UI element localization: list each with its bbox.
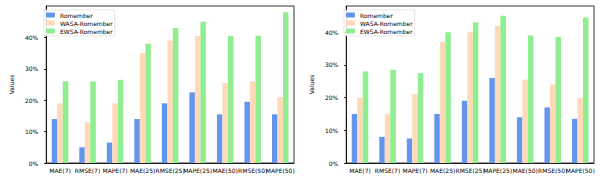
svg-text:20%: 20% — [325, 94, 339, 101]
svg-text:RMSE(25): RMSE(25) — [155, 167, 184, 174]
svg-text:30%: 30% — [25, 65, 39, 72]
svg-text:MAE(7): MAE(7) — [49, 167, 71, 174]
svg-text:40%: 40% — [325, 29, 339, 36]
svg-text:MAPE(25): MAPE(25) — [183, 167, 212, 174]
svg-text:MAE(25): MAE(25) — [430, 167, 455, 174]
svg-text:10%: 10% — [25, 128, 39, 135]
svg-text:RMSE(7): RMSE(7) — [375, 167, 400, 174]
svg-text:10%: 10% — [325, 127, 339, 134]
svg-text:MAE(25): MAE(25) — [130, 167, 155, 174]
svg-text:RMSE(25): RMSE(25) — [455, 167, 484, 174]
svg-text:0%: 0% — [329, 160, 339, 167]
svg-text:EWSA-Romember: EWSA-Romember — [60, 28, 113, 35]
svg-text:RMSE(7): RMSE(7) — [75, 167, 100, 174]
svg-text:MAPE(25): MAPE(25) — [483, 167, 512, 174]
svg-text:Values: Values — [308, 75, 315, 95]
svg-text:Values: Values — [8, 75, 15, 95]
svg-text:MAPE(7): MAPE(7) — [102, 167, 127, 174]
svg-text:MAE(7): MAE(7) — [349, 167, 371, 174]
svg-text:40%: 40% — [25, 34, 39, 41]
svg-text:20%: 20% — [25, 97, 39, 104]
svg-text:RMSE(50): RMSE(50) — [538, 167, 567, 174]
svg-text:EWSA-Romember: EWSA-Romember — [360, 28, 413, 35]
svg-text:MAE(50): MAE(50) — [512, 167, 537, 174]
svg-text:30%: 30% — [325, 61, 339, 68]
svg-text:MAPE(50): MAPE(50) — [566, 167, 595, 174]
svg-text:MAE(50): MAE(50) — [212, 167, 237, 174]
svg-text:0%: 0% — [29, 160, 39, 167]
svg-text:WASA-Romember: WASA-Romember — [360, 20, 413, 27]
svg-text:MAPE(7): MAPE(7) — [402, 167, 427, 174]
svg-text:Romember: Romember — [60, 12, 93, 19]
svg-text:WASA-Romember: WASA-Romember — [60, 20, 113, 27]
svg-text:RMSE(50): RMSE(50) — [238, 167, 267, 174]
svg-text:Romember: Romember — [360, 12, 393, 19]
svg-text:MAPE(50): MAPE(50) — [266, 167, 295, 174]
